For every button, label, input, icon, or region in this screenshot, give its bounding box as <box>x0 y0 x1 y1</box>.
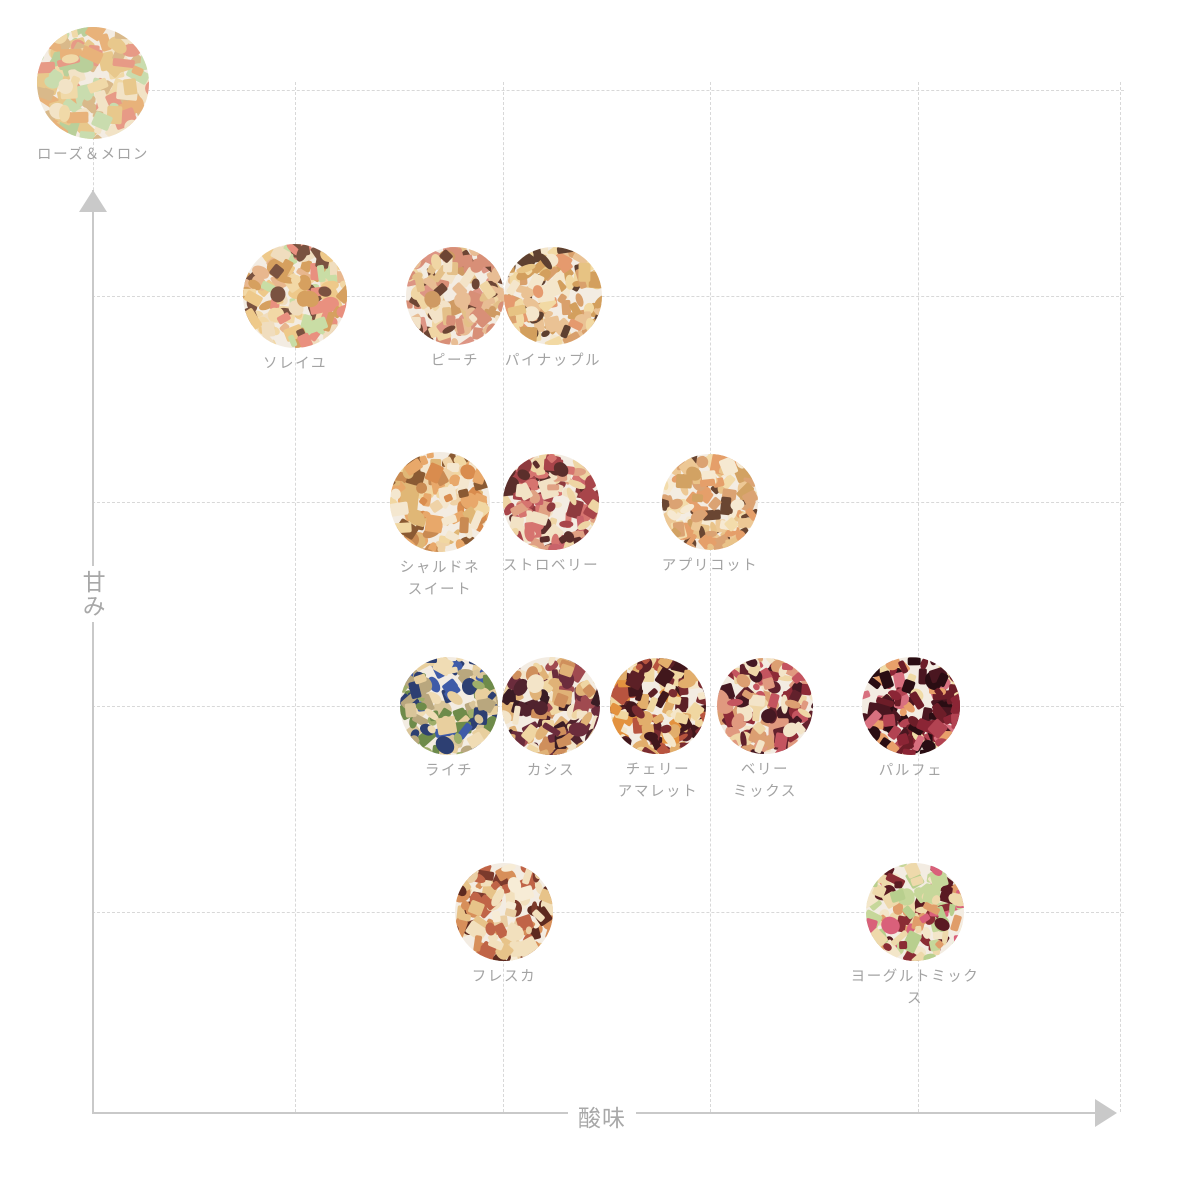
gridline-vertical-3 <box>710 82 711 1112</box>
blend-photo <box>503 454 599 550</box>
blend-item[interactable]: ベリー ミックス <box>700 658 830 804</box>
gridline-horizontal-3 <box>92 706 1124 707</box>
blend-item-label: パイナップル <box>504 353 602 369</box>
blend-item-label: シャルドネ スイート <box>399 560 481 598</box>
blend-photo <box>662 454 758 550</box>
blend-photo <box>390 452 490 552</box>
blend-photo <box>502 657 600 755</box>
blend-item-label: ピーチ <box>430 353 480 369</box>
blend-photo <box>717 658 813 754</box>
blend-item-label: カシス <box>526 763 576 779</box>
gridline-vertical-5 <box>1120 82 1121 1112</box>
blend-item[interactable]: フレスカ <box>439 863 569 989</box>
gridline-horizontal-2 <box>92 502 1124 503</box>
gridline-vertical-4 <box>918 82 919 1112</box>
blend-item[interactable]: パルフェ <box>846 657 976 783</box>
blend-item-label: ベリー ミックス <box>733 762 797 800</box>
blend-item-label: パルフェ <box>878 763 944 779</box>
blend-item-label: ローズ＆メロン <box>37 147 149 163</box>
blend-photo <box>862 657 960 755</box>
blend-photo <box>400 657 498 755</box>
blend-item[interactable]: ライチ <box>384 657 514 783</box>
blend-item-label: フレスカ <box>471 969 537 985</box>
blend-item[interactable]: チェリー アマレット <box>593 658 723 804</box>
blend-item[interactable]: ヨーグルトミックス <box>850 863 980 1011</box>
x-axis-arrow-icon <box>1095 1099 1117 1127</box>
x-axis-label: 酸味 <box>568 1099 636 1133</box>
blend-item[interactable]: ローズ＆メロン <box>28 27 158 167</box>
blend-photo <box>455 863 553 961</box>
blend-item[interactable]: ストロベリー <box>486 454 616 578</box>
blend-photo <box>37 27 149 139</box>
blend-item[interactable]: シャルドネ スイート <box>375 452 505 602</box>
blend-item-label: ソレイユ <box>262 356 328 372</box>
blend-item-label: ライチ <box>424 763 474 779</box>
blend-item[interactable]: アプリコット <box>645 454 775 578</box>
gridline-horizontal-0 <box>92 90 1124 91</box>
blend-photo <box>866 863 964 961</box>
blend-item-label: ストロベリー <box>502 558 600 574</box>
blend-photo <box>504 247 602 345</box>
blend-item[interactable]: パイナップル <box>488 247 618 373</box>
blend-item-label: チェリー アマレット <box>617 762 699 800</box>
gridline-vertical-1 <box>295 82 296 1112</box>
gridline-vertical-2 <box>503 82 504 1112</box>
blend-item[interactable]: ソレイユ <box>230 244 360 376</box>
blend-item-label: ヨーグルトミックス <box>850 969 980 1007</box>
gridline-horizontal-1 <box>92 296 1124 297</box>
blend-item-label: アプリコット <box>661 558 759 574</box>
blend-item[interactable]: ピーチ <box>390 247 520 373</box>
gridline-horizontal-4 <box>92 912 1124 913</box>
blend-photo <box>406 247 504 345</box>
y-axis-line <box>92 190 94 1113</box>
y-axis-arrow-icon <box>79 190 107 212</box>
blend-photo <box>610 658 706 754</box>
y-axis-label: 甘み <box>79 566 105 622</box>
blend-item[interactable]: カシス <box>486 657 616 783</box>
blend-photo <box>243 244 347 348</box>
